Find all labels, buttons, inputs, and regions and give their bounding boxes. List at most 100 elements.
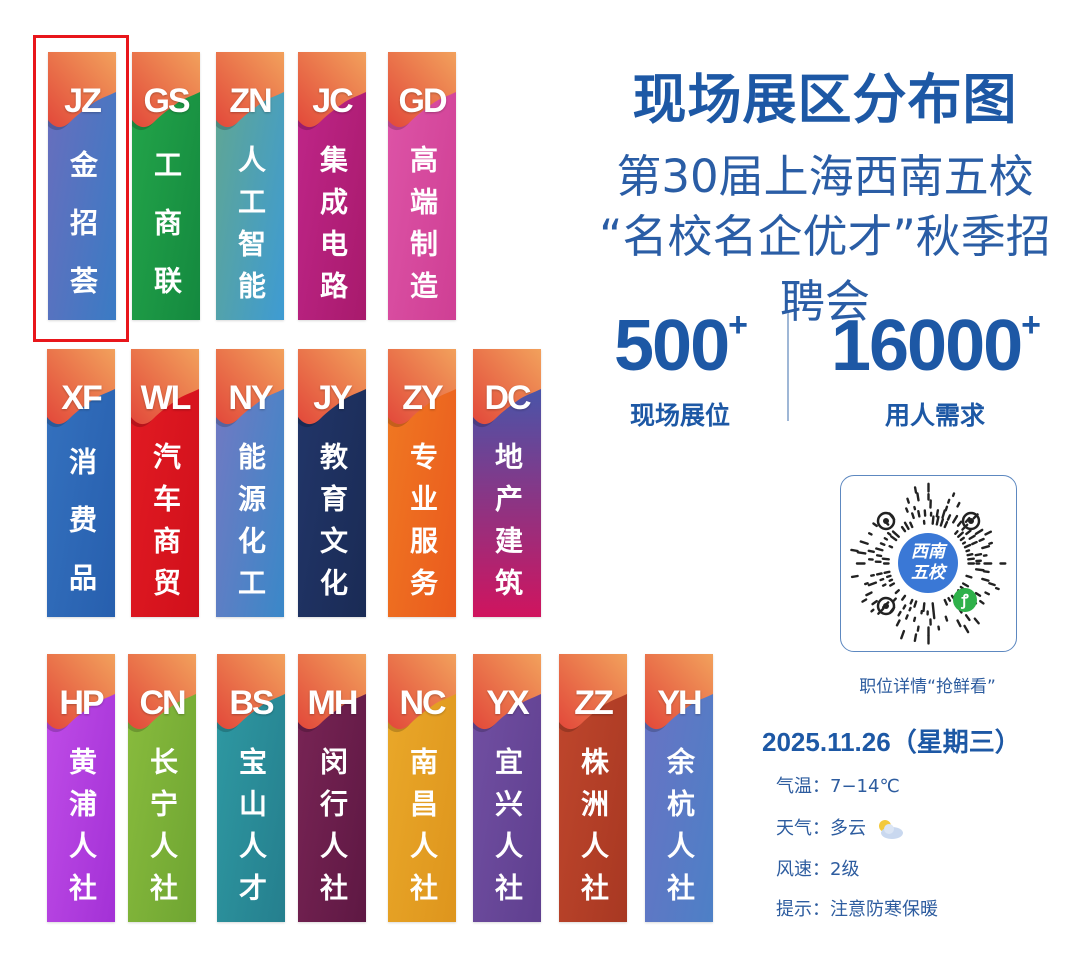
banner-name-area: 工商联: [132, 136, 200, 320]
banner-bs[interactable]: BS 宝山人才: [217, 654, 285, 922]
banner-code: ZY: [402, 379, 443, 417]
qr-logo-text: 五校: [911, 563, 945, 583]
banner-xf[interactable]: XF 消费品: [47, 349, 115, 617]
banner-cap: [47, 654, 115, 733]
subtitle-line-1: 第30届上海西南五校: [616, 150, 1034, 203]
banner-cap: [298, 654, 366, 733]
banner-name: 工商联: [150, 150, 183, 320]
banner-jy[interactable]: JY 教育文化: [298, 349, 366, 617]
banner-name-area: 闵行人社: [298, 738, 366, 915]
banner-code: GD: [398, 82, 448, 120]
banner-cap: [47, 349, 115, 428]
banner-code: NC: [399, 684, 446, 722]
banner-cap: [388, 52, 456, 131]
info-label: 提示：: [776, 899, 830, 920]
stat-value: 16000: [830, 306, 1023, 386]
info-label: 风速：: [776, 859, 830, 880]
banner-hp[interactable]: HP 黄浦人社: [47, 654, 115, 922]
banner-cap: [132, 52, 200, 131]
banner-gs[interactable]: GS 工商联: [132, 52, 200, 320]
banner-name: 消费品: [65, 447, 98, 617]
info-wind: 风速：2级: [776, 855, 859, 881]
banner-gd[interactable]: GD 高端制造: [388, 52, 456, 320]
info-weather: 天气：多云: [776, 814, 906, 841]
info-value: 2级: [830, 859, 860, 880]
banner-name-area: 教育文化: [298, 433, 366, 610]
banner-ny[interactable]: NY 能源化工: [216, 349, 284, 617]
banner-cap: [645, 654, 713, 733]
banner-name-area: 专业服务: [388, 433, 456, 610]
banner-name: 教育文化: [316, 442, 349, 610]
banner-cap: [298, 52, 366, 131]
banner-name: 宜兴人社: [491, 747, 524, 915]
banner-yx[interactable]: YX 宜兴人社: [473, 654, 541, 922]
banner-code: CN: [139, 684, 186, 722]
banner-zn[interactable]: ZN 人工智能: [216, 52, 284, 320]
banner-name-area: 宜兴人社: [473, 738, 541, 915]
banner-name: 株洲人社: [577, 747, 610, 915]
banner-name-area: 高端制造: [388, 136, 456, 313]
banner-code: JZ: [64, 82, 102, 120]
banner-name-area: 余杭人社: [645, 738, 713, 915]
stat-divider: [787, 313, 789, 421]
banner-jz[interactable]: JZ 金招荟: [48, 52, 116, 320]
banner-name: 闵行人社: [316, 747, 349, 915]
info-value: 注意防寒保暖: [830, 899, 938, 920]
banner-name: 南昌人社: [406, 747, 439, 915]
banner-cap: [48, 52, 116, 131]
banner-name-area: 宝山人才: [217, 738, 285, 915]
banner-cap: [473, 349, 541, 428]
info-label: 天气：: [776, 818, 830, 839]
qr-logo: 西南 五校: [898, 533, 958, 593]
banner-name-area: 集成电路: [298, 136, 366, 313]
wechat-mini-program-icon: ꝭ: [953, 588, 977, 612]
banner-name: 高端制造: [406, 145, 439, 313]
banner-code: NY: [228, 379, 273, 417]
stat-label: 现场展位: [629, 401, 730, 430]
banner-cap: [131, 349, 199, 428]
banner-cap: [128, 654, 196, 733]
banner-name-area: 汽车商贸: [131, 433, 199, 610]
banner-yh[interactable]: YH 余杭人社: [645, 654, 713, 922]
selected-banner-highlight: [33, 35, 129, 342]
stat-demand: 16000+ 用人需求: [815, 308, 1055, 432]
banner-wl[interactable]: WL 汽车商贸: [131, 349, 199, 617]
banner-name: 长宁人社: [146, 747, 179, 915]
banner-name: 汽车商贸: [149, 442, 182, 610]
banner-code: YX: [486, 684, 529, 722]
banner-cap: [216, 349, 284, 428]
qr-code[interactable]: 西南 五校 ꝭ: [840, 475, 1017, 652]
banner-nc[interactable]: NC 南昌人社: [388, 654, 456, 922]
banner-code: MH: [307, 684, 359, 722]
banner-zy[interactable]: ZY 专业服务: [388, 349, 456, 617]
banner-name-area: 地产建筑: [473, 433, 541, 610]
banner-name-area: 黄浦人社: [47, 738, 115, 915]
info-temperature: 气温：7−14℃: [776, 772, 900, 798]
banner-code: YH: [657, 684, 702, 722]
banner-name-area: 长宁人社: [128, 738, 196, 915]
banner-cap: [473, 654, 541, 733]
banner-name: 人工智能: [234, 145, 267, 313]
banner-dc[interactable]: DC 地产建筑: [473, 349, 541, 617]
event-date: 2025.11.26（星期三）: [762, 727, 1021, 757]
banner-name: 金招荟: [66, 150, 99, 320]
banner-code: JY: [313, 379, 353, 417]
banner-zz[interactable]: ZZ 株洲人社: [559, 654, 627, 922]
banner-code: DC: [484, 379, 531, 417]
qr-caption: 职位详情“抢鲜看”: [859, 677, 996, 697]
banner-name: 集成电路: [316, 145, 349, 313]
banner-cap: [559, 654, 627, 733]
banner-name: 宝山人才: [235, 747, 268, 915]
stat-suffix: +: [728, 306, 748, 344]
banner-cap: [216, 52, 284, 131]
banner-name-area: 能源化工: [216, 433, 284, 610]
banner-name-area: 消费品: [47, 433, 115, 617]
banner-code: ZN: [229, 82, 272, 120]
banner-name: 专业服务: [406, 442, 439, 610]
banner-mh[interactable]: MH 闵行人社: [298, 654, 366, 922]
stat-value: 500: [614, 306, 730, 386]
banner-jc[interactable]: JC 集成电路: [298, 52, 366, 320]
banner-code: JC: [312, 82, 353, 120]
banner-cn[interactable]: CN 长宁人社: [128, 654, 196, 922]
page-title: 现场展区分布图: [632, 68, 1018, 131]
